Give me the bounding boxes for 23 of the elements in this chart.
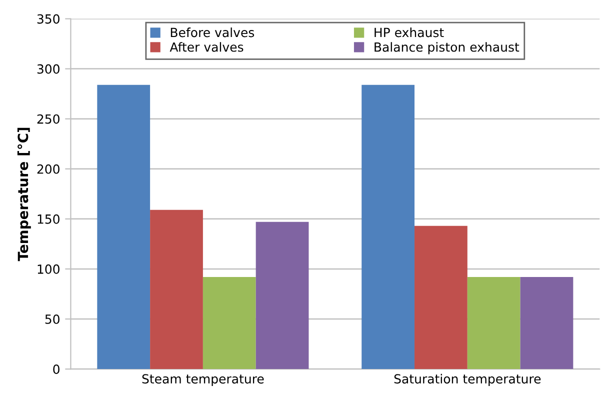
bar xyxy=(414,226,468,370)
legend-label: HP exhaust xyxy=(374,28,444,38)
x-tick-label: Saturation temperature xyxy=(394,374,541,386)
bar xyxy=(97,84,150,370)
y-tick-label: 250 xyxy=(37,114,60,124)
legend-label: After valves xyxy=(170,42,244,52)
y-tick-label: 0 xyxy=(53,364,60,374)
bar xyxy=(362,84,415,370)
y-tick-label: 300 xyxy=(37,64,60,74)
y-tick-label: 200 xyxy=(37,164,60,174)
y-tick-label: 150 xyxy=(38,214,60,224)
bar xyxy=(256,222,309,370)
x-tick-label: Steam temperature xyxy=(142,374,264,386)
y-tick-label: 100 xyxy=(38,264,60,274)
bar xyxy=(150,210,203,370)
y-tick-label: 50 xyxy=(45,314,60,324)
y-axis-title: Temperature [°C] xyxy=(17,128,31,262)
legend-label: Before valves xyxy=(170,28,254,38)
bar xyxy=(520,276,574,370)
bar xyxy=(467,276,520,370)
y-tick-label: 350 xyxy=(37,14,60,24)
bar xyxy=(202,276,256,370)
legend-label: Balance piston exhaust xyxy=(374,42,520,54)
